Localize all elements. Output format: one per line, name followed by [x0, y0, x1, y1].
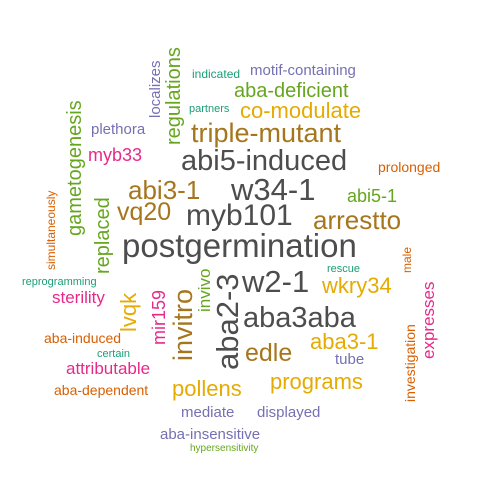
word-expresses: expresses	[419, 281, 438, 359]
word-pollens: pollens	[172, 376, 242, 401]
word-wkry34: wkry34	[322, 273, 392, 298]
word-displayed: displayed	[257, 404, 321, 421]
word-simultaneously: simultaneously	[44, 190, 58, 270]
word-indicated: indicated	[192, 67, 241, 81]
word-aba-dependent: aba-dependent	[54, 382, 149, 398]
word-w34-1: w34-1	[231, 172, 316, 207]
word-myb33: myb33	[88, 145, 143, 165]
word-plethora: plethora	[91, 121, 146, 138]
word-invivo: invivo	[195, 268, 214, 312]
word-localizes: localizes	[147, 60, 164, 118]
word-aba2-3: aba2-3	[210, 273, 245, 370]
word-tube: tube	[335, 351, 365, 368]
word-aba-deficient: aba-deficient	[234, 80, 349, 102]
word-myb101: myb101	[186, 199, 293, 232]
word-aba-insensitive: aba-insensitive	[160, 426, 261, 443]
word-postgermination: postgermination	[122, 227, 357, 264]
word-rescue: rescue	[327, 263, 361, 275]
word-hypersensitivity: hypersensitivity	[190, 443, 259, 454]
word-regulations: regulations	[163, 47, 185, 145]
word-invitro: invitro	[168, 288, 198, 361]
word-certain: certain	[97, 348, 131, 360]
word-mir159: mir159	[149, 289, 169, 345]
word-gametogenesis: gametogenesis	[64, 100, 86, 236]
word-lvqk: lvqk	[116, 292, 141, 332]
word-programs: programs	[270, 369, 363, 394]
word-investigation: investigation	[402, 324, 418, 402]
word-motif-containing: motif-containing	[250, 62, 356, 79]
word-aba3aba: aba3aba	[243, 302, 356, 334]
word-aba-induced: aba-induced	[44, 330, 122, 346]
word-prolonged: prolonged	[378, 159, 441, 175]
word-w2-1: w2-1	[242, 264, 310, 299]
word-edle: edle	[245, 339, 293, 367]
word-abi3-1: abi3-1	[128, 175, 201, 205]
word-abi5-1: abi5-1	[347, 186, 398, 206]
word-arrestto: arrestto	[313, 205, 402, 235]
word-sterility: sterility	[52, 288, 105, 307]
word-partners: partners	[189, 103, 230, 115]
word-mediate: mediate	[181, 404, 235, 421]
word-attributable: attributable	[66, 359, 151, 378]
word-reprogramming: reprogramming	[22, 276, 97, 288]
word-abi5-induced: abi5-induced	[181, 145, 348, 177]
word-male: male	[400, 246, 414, 273]
word-replaced: replaced	[92, 197, 114, 274]
word-aba3-1: aba3-1	[310, 329, 379, 354]
word-triple-mutant: triple-mutant	[191, 118, 342, 148]
word-co-modulate: co-modulate	[240, 98, 362, 123]
word-vq20: vq20	[117, 198, 172, 226]
